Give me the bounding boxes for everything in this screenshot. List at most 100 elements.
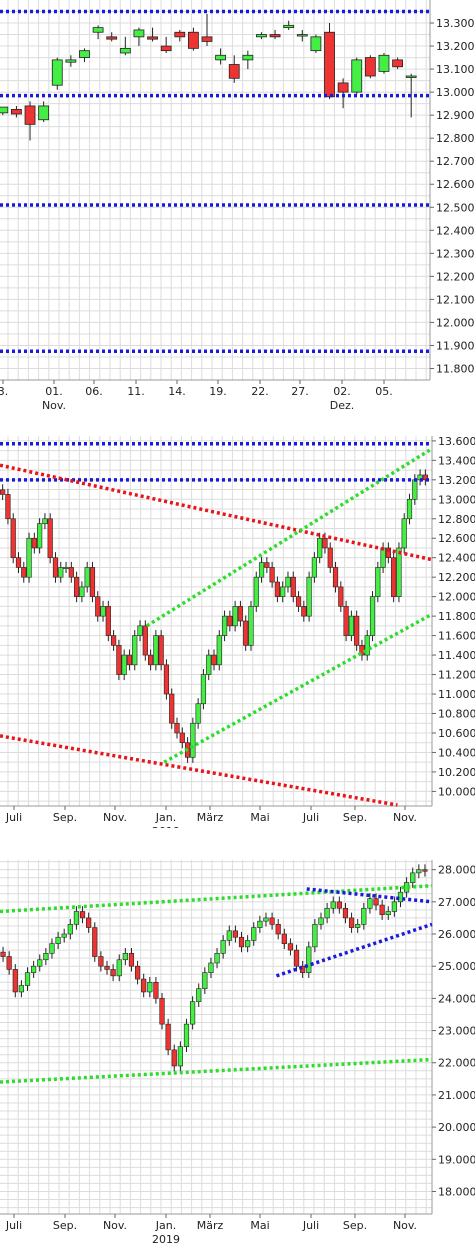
x-tick-label: Mai <box>250 1219 269 1232</box>
trend-line <box>306 887 433 904</box>
candle-body <box>269 34 281 38</box>
x-tick-label: Sep. <box>343 811 367 824</box>
candle-body <box>306 946 312 973</box>
y-tick-label: 11.800 <box>436 362 475 375</box>
candle-body <box>11 108 22 115</box>
x-tick-label: 02. <box>333 385 351 398</box>
candle-body <box>55 936 61 944</box>
candle-body <box>58 567 64 578</box>
candle-body <box>128 953 135 967</box>
y-tick-label: 13.000 <box>438 493 475 506</box>
candle-body <box>196 988 202 1002</box>
x-tick-sublabel: Dez. <box>330 399 355 412</box>
candle-body <box>285 576 291 588</box>
y-tick-label: 12.600 <box>436 178 475 191</box>
y-tick-label: 13.000 <box>436 86 475 99</box>
candle-body <box>228 64 240 79</box>
candle-body <box>153 981 159 999</box>
candle-body <box>190 1001 196 1025</box>
candle-body <box>100 606 106 617</box>
candle-body <box>369 596 376 636</box>
x-tick-label: Nov. <box>393 1219 417 1232</box>
trend-line <box>145 447 433 628</box>
y-tick-label: 10.800 <box>438 708 475 721</box>
candle-body <box>147 654 154 666</box>
candle-body <box>227 615 233 627</box>
candle-body <box>348 615 354 636</box>
candle-body <box>26 537 32 578</box>
y-axis: 28.000 27.000 26.000 25.000 24.000 23.000 22.0… <box>432 864 475 1198</box>
x-tick-label: 06. <box>85 385 103 398</box>
candle-body <box>6 956 12 970</box>
candle-body <box>24 105 36 125</box>
x-tick-label: Jan. <box>155 1219 176 1232</box>
candle-body <box>121 654 127 675</box>
chart-middle-weekly: 13.600 13.400 13.200 13.000 12.800 12.600 12.4… <box>0 435 475 828</box>
candle-body <box>385 911 391 916</box>
y-tick-label: 11.400 <box>438 649 475 662</box>
y-tick-label: 11.000 <box>438 688 475 701</box>
candle-body <box>287 943 294 951</box>
candle-body <box>174 31 186 38</box>
candle-body <box>67 924 73 935</box>
y-tick-label: 26.000 <box>438 928 475 941</box>
candle-body <box>0 951 6 957</box>
grid <box>0 436 432 806</box>
candle-body <box>160 45 172 52</box>
candle-body <box>137 625 143 636</box>
y-tick-label: 12.900 <box>436 109 475 122</box>
candle-body <box>232 606 238 627</box>
candle-body <box>391 557 397 597</box>
y-tick-label: 19.000 <box>438 1153 475 1166</box>
y-tick-label: 11.200 <box>438 669 475 682</box>
candle-body <box>269 917 275 925</box>
y-tick-label: 12.200 <box>436 270 475 283</box>
candle-body <box>206 654 212 675</box>
candle-body <box>251 927 257 941</box>
candle-body <box>10 518 16 559</box>
candle-body <box>256 34 267 38</box>
candle-body <box>361 907 367 925</box>
candle-body <box>215 54 227 61</box>
x-tick-sublabel: 2019 <box>152 1233 180 1246</box>
candle-body <box>0 489 6 495</box>
candle-body <box>119 47 131 54</box>
y-tick-label: 12.400 <box>438 552 475 565</box>
candle-body <box>73 911 80 925</box>
y-tick-label: 22.000 <box>438 1057 475 1070</box>
candle-body <box>37 523 43 549</box>
candle-body <box>174 722 180 734</box>
y-tick-label: 12.000 <box>438 591 475 604</box>
y-tick-label: 12.300 <box>436 247 475 260</box>
candle-body <box>106 36 118 40</box>
candle-body <box>327 547 333 568</box>
candle-body <box>37 959 43 967</box>
candle-body <box>257 920 263 928</box>
candle-body <box>258 562 265 578</box>
candle-body <box>226 930 232 941</box>
candle-body <box>163 664 170 695</box>
candle-body <box>342 907 349 919</box>
candle-body <box>401 518 407 549</box>
candles <box>0 469 428 763</box>
candle-body <box>5 494 11 520</box>
x-tick-label: 22. <box>251 385 269 398</box>
x-tick-label: Sep. <box>53 1219 77 1232</box>
candle-body <box>61 933 67 938</box>
candle-body <box>410 872 416 883</box>
y-tick-label: 11.600 <box>438 630 475 643</box>
candle-body <box>238 936 245 948</box>
x-tick-label: 3. <box>0 385 8 398</box>
chart-bottom-weekly: 28.000 27.000 26.000 25.000 24.000 23.000 22.0… <box>0 860 475 1246</box>
x-tick-label: Jan. <box>155 811 176 824</box>
candle-body <box>24 972 31 986</box>
x-axis: 3. 01.Nov. 06. 11. 14. 19. 22. 27. 02.Dez. 05. <box>0 380 393 412</box>
candle-body <box>104 965 110 970</box>
y-tick-label: 27.000 <box>438 896 475 909</box>
candle-body <box>396 547 402 597</box>
y-axis: 13.600 13.400 13.200 13.000 12.800 12.600 12.4… <box>432 435 475 798</box>
candle-body <box>126 654 133 666</box>
grid <box>0 860 432 1214</box>
candle-body <box>190 722 196 758</box>
candle-body <box>49 943 55 954</box>
